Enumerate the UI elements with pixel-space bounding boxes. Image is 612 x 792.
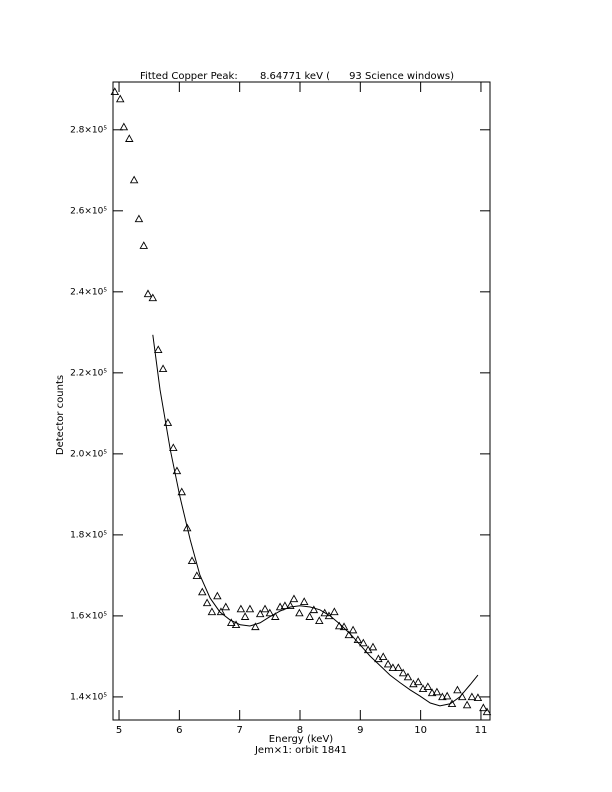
data-point [348, 625, 358, 634]
data-point [198, 587, 207, 596]
x-tick-label: 9 [357, 725, 363, 736]
y-tick-label: 2.6×10⁵ [70, 206, 107, 216]
data-point [125, 134, 134, 142]
data-point [139, 241, 149, 249]
x-tick-label: 8 [297, 725, 303, 736]
data-point [163, 418, 173, 426]
data-point [378, 652, 388, 661]
data-point [177, 487, 187, 496]
data-point [324, 611, 334, 620]
data-point [182, 523, 192, 532]
data-point [275, 602, 285, 611]
x-axis-label: Energy (keV) [269, 734, 334, 745]
y-tick-label: 1.6×10⁵ [70, 611, 107, 621]
data-point [240, 612, 250, 620]
data-point [438, 692, 447, 701]
y-tick-label: 2.8×10⁵ [70, 125, 107, 135]
data-point [359, 638, 368, 647]
data-point [368, 642, 378, 651]
data-point [172, 466, 182, 475]
data-point [115, 94, 125, 103]
data-point [423, 682, 433, 691]
data-point [442, 691, 452, 700]
subtitle: Jem×1: orbit 1841 [254, 745, 347, 756]
data-point [320, 608, 329, 617]
data-point [226, 618, 236, 627]
y-tick-label: 2.0×10⁵ [70, 449, 107, 459]
data-point [221, 602, 231, 611]
data-point [427, 688, 437, 697]
y-tick-label: 2.4×10⁵ [70, 287, 107, 297]
data-point [280, 601, 290, 610]
data-point [286, 601, 295, 610]
data-point [388, 663, 398, 671]
fit-line [152, 334, 479, 707]
data-point [148, 293, 158, 302]
data-point [462, 700, 472, 709]
data-point [158, 364, 168, 373]
data-point [255, 609, 265, 618]
data-point [467, 692, 477, 701]
data-point [119, 122, 129, 131]
x-tick-label: 6 [176, 725, 182, 736]
x-tick-label: 10 [414, 725, 427, 736]
data-point [453, 685, 462, 694]
y-axis-label: Detector counts [55, 375, 66, 455]
data-point [305, 612, 314, 620]
data-point [432, 687, 442, 696]
data-point [309, 605, 319, 614]
x-tick-label: 11 [475, 725, 488, 736]
data-point [295, 608, 304, 617]
data-point [260, 604, 270, 613]
data-point [403, 672, 413, 681]
data-point [236, 604, 246, 613]
data-point [289, 594, 299, 603]
data-point [143, 289, 153, 298]
data-point [134, 214, 144, 223]
data-point [315, 616, 324, 625]
data-point [192, 571, 202, 580]
data-point [231, 620, 241, 629]
data-point [398, 668, 408, 677]
data-point [270, 612, 280, 620]
data-point [202, 598, 212, 607]
x-tick-label: 5 [116, 725, 122, 736]
data-point [330, 607, 339, 616]
data-point [169, 443, 178, 452]
data-point [251, 622, 260, 631]
y-tick-label: 2.2×10⁵ [70, 368, 107, 378]
data-point [207, 607, 217, 616]
data-point [479, 703, 488, 712]
data-point [265, 608, 275, 617]
data-point [129, 175, 139, 184]
data-point [213, 591, 222, 600]
data-point [482, 707, 492, 716]
y-tick-label: 1.4×10⁵ [70, 692, 107, 702]
data-point [383, 659, 393, 668]
plot-frame [112, 81, 491, 721]
data-point [394, 663, 403, 671]
data-point [187, 556, 197, 565]
data-point [413, 677, 423, 686]
chart-title: Fitted Copper Peak: 8.64771 keV ( 93 Sci… [140, 71, 454, 82]
y-tick-label: 1.8×10⁵ [70, 530, 107, 540]
data-point [110, 87, 120, 95]
data-point [245, 604, 255, 613]
data-point [473, 693, 483, 701]
x-tick-label: 7 [236, 725, 242, 736]
data-point [299, 597, 309, 605]
data-point [153, 345, 163, 354]
